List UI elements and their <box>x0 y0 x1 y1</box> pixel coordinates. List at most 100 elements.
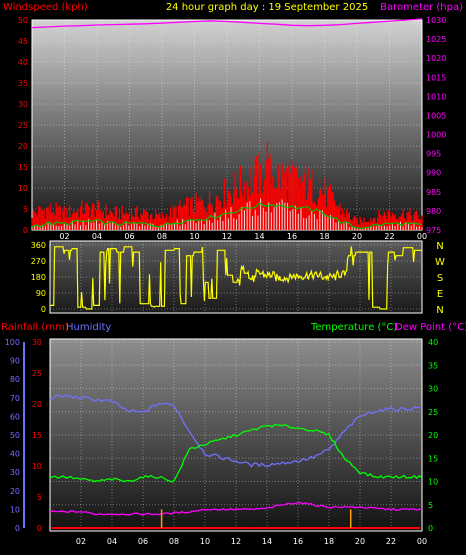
wind-tick-label: 20 <box>18 142 28 151</box>
temperature-axis-label: Temperature (°C) <box>310 322 397 333</box>
temperature-tick-label: 15 <box>428 454 438 463</box>
dew-point-axis-label: Dew Point (°C) <box>395 322 466 333</box>
humidity-axis-label: Humidity <box>66 322 111 333</box>
direction-panel-background <box>49 240 423 314</box>
humidity-line <box>49 394 423 468</box>
rainfall-tick-label: 5 <box>37 493 42 502</box>
temperature-x-tick-label: 04 <box>107 537 117 546</box>
wind-tick-label: 10 <box>18 184 28 193</box>
direction-panel-grid <box>50 241 422 313</box>
wind-x-tick-label: 04 <box>92 232 102 241</box>
humidity-tick-label: 0 <box>15 524 20 533</box>
temperature-x-tick-label: 06 <box>138 537 148 546</box>
direction-tick-label: 90 <box>36 289 46 298</box>
wind-tick-label: 0 <box>23 226 28 235</box>
dew-point-line <box>49 501 423 516</box>
barometer-tick-label: 1010 <box>426 92 446 101</box>
humidity-tick-label: 70 <box>10 394 20 403</box>
humidity-tick-label: 60 <box>10 412 20 421</box>
rainfall-tick-label: 30 <box>32 338 42 347</box>
wind-x-tick-label: 06 <box>124 232 134 241</box>
temperature-x-tick-label: 10 <box>200 537 210 546</box>
wind-x-tick-label: 18 <box>319 232 329 241</box>
humidity-tick-label: 10 <box>10 505 20 514</box>
wind-tick-label: 35 <box>18 79 28 88</box>
compass-label: E <box>437 289 443 300</box>
humidity-tick-label: 20 <box>10 487 20 496</box>
barometer-tick-label: 1030 <box>426 16 446 25</box>
compass-label: N <box>436 241 443 252</box>
compass-label: S <box>437 273 443 284</box>
wind-tick-label: 25 <box>18 121 28 130</box>
wind-direction-line <box>50 246 422 310</box>
barometer-tick-label: 1005 <box>426 111 446 120</box>
temperature-tick-label: 35 <box>428 361 438 370</box>
barometer-tick-label: 995 <box>426 150 441 159</box>
rainfall-tick-label: 20 <box>32 400 42 409</box>
temperature-tick-label: 20 <box>428 431 438 440</box>
temperature-tick-label: 30 <box>428 385 438 394</box>
wind-panel-axes: 0510152025303540455097598098599099510001… <box>18 16 447 241</box>
temperature-line <box>49 423 423 483</box>
rainfall-tick-label: 10 <box>32 462 42 471</box>
rainfall-tick-label: 15 <box>32 431 42 440</box>
temperature-x-tick-label: 00 <box>417 537 427 546</box>
humidity-tick-label: 100 <box>5 338 20 347</box>
temperature-tick-label: 10 <box>428 478 438 487</box>
wind-tick-label: 5 <box>23 205 28 214</box>
temperature-x-tick-label: 14 <box>262 537 272 546</box>
temperature-x-tick-label: 18 <box>324 537 334 546</box>
barometer-axis-label: Barometer (hpa) <box>380 2 463 13</box>
temperature-tick-label: 40 <box>428 338 438 347</box>
wind-x-tick-label: 22 <box>384 232 394 241</box>
direction-tick-label: 180 <box>31 273 46 282</box>
humidity-tick-label: 50 <box>10 431 20 440</box>
wind-tick-label: 30 <box>18 100 28 109</box>
wind-panel-series <box>31 18 423 230</box>
humidity-tick-label: 30 <box>10 468 20 477</box>
temperature-x-tick-label: 20 <box>355 537 365 546</box>
barometer-tick-label: 1015 <box>426 73 446 82</box>
barometer-tick-label: 980 <box>426 207 441 216</box>
wind-x-tick-label: 14 <box>254 232 264 241</box>
temperature-x-tick-label: 08 <box>169 537 179 546</box>
barometer-tick-label: 1025 <box>426 35 446 44</box>
wind-x-tick-label: 10 <box>189 232 199 241</box>
barometer-tick-label: 975 <box>426 226 441 235</box>
wind-x-tick-label: 08 <box>157 232 167 241</box>
wind-x-tick-label: 12 <box>222 232 232 241</box>
windspeed-axis-label: Windspeed (kph) <box>3 2 88 13</box>
barometer-tick-label: 990 <box>426 169 441 178</box>
wind-tick-label: 50 <box>18 16 28 25</box>
barometer-line <box>31 18 423 29</box>
temperature-tick-label: 5 <box>428 501 433 510</box>
wind-tick-label: 15 <box>18 163 28 172</box>
direction-panel-series <box>50 246 422 310</box>
rainfall-tick-label: 25 <box>32 369 42 378</box>
direction-tick-label: 360 <box>31 241 46 250</box>
temperature-x-tick-label: 16 <box>293 537 303 546</box>
temperature-panel-series <box>49 394 423 529</box>
barometer-tick-label: 1020 <box>426 54 446 63</box>
wind-average-line <box>31 202 423 230</box>
compass-label: W <box>435 257 445 268</box>
rainfall-axis-label: Rainfall (mm) <box>1 322 69 333</box>
humidity-tick-label: 80 <box>10 375 20 384</box>
wind-tick-label: 45 <box>18 37 28 46</box>
humidity-tick-label: 40 <box>10 450 20 459</box>
temperature-tick-label: 0 <box>428 524 433 533</box>
temperature-x-tick-label: 22 <box>386 537 396 546</box>
temperature-panel-axes: 0102030405060708090100051015202530051015… <box>5 338 438 546</box>
barometer-tick-label: 985 <box>426 188 441 197</box>
wind-panel-background <box>31 19 423 231</box>
direction-tick-label: 0 <box>41 305 46 314</box>
chart-title: 24 hour graph day : 19 September 2025 <box>166 2 368 13</box>
compass-label: N <box>436 305 443 316</box>
rainfall-tick-label: 0 <box>37 524 42 533</box>
temperature-x-tick-label: 02 <box>76 537 86 546</box>
wind-x-tick-label: 00 <box>417 232 427 241</box>
barometer-tick-label: 1000 <box>426 131 446 140</box>
temperature-tick-label: 25 <box>428 408 438 417</box>
